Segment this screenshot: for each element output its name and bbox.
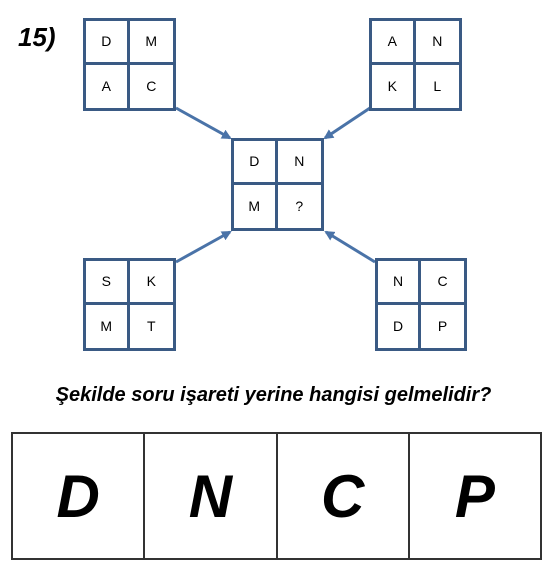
grid-cell: L bbox=[433, 78, 442, 95]
grid-cell: K bbox=[129, 261, 173, 305]
option-n[interactable]: N bbox=[145, 434, 278, 558]
grid-cell: D bbox=[234, 141, 278, 185]
grid-cell: C bbox=[421, 261, 464, 305]
grid-cell: K bbox=[372, 64, 416, 108]
grid-cell: N bbox=[415, 21, 459, 65]
grid-cell: S bbox=[86, 261, 130, 305]
answer-options: D N C P bbox=[11, 432, 542, 560]
grid-cell: M bbox=[129, 21, 173, 65]
grid-bottom-left: S K M T bbox=[83, 258, 176, 351]
grid-cell: M bbox=[86, 304, 130, 348]
option-p[interactable]: P bbox=[454, 462, 495, 530]
grid-cell: A bbox=[86, 64, 130, 108]
grid-cell: N bbox=[277, 141, 321, 185]
grid-center: D N M ? bbox=[231, 138, 324, 231]
grid-cell: N bbox=[378, 261, 421, 305]
arrow-top-right bbox=[323, 106, 371, 140]
question-text: Şekilde soru işareti yerine hangisi gelm… bbox=[55, 384, 492, 406]
arrow-bottom-right bbox=[324, 230, 376, 264]
grid-cell: T bbox=[146, 318, 156, 335]
arrow-bottom-left bbox=[175, 230, 232, 264]
grid-bottom-right: N C D P bbox=[375, 258, 467, 351]
grid-cell: A bbox=[372, 21, 416, 65]
question-number: 15) bbox=[18, 22, 56, 52]
grid-cell: C bbox=[146, 78, 157, 95]
grid-cell: D bbox=[86, 21, 130, 65]
arrow-top-left bbox=[175, 106, 232, 140]
grid-cell: D bbox=[378, 304, 421, 348]
option-c[interactable]: C bbox=[278, 434, 410, 558]
grid-cell-question-mark: ? bbox=[295, 198, 304, 215]
grid-cell: M bbox=[234, 184, 278, 228]
grid-top-left: D M A C bbox=[83, 18, 176, 111]
option-d[interactable]: D bbox=[13, 434, 146, 558]
grid-cell: P bbox=[437, 318, 448, 335]
grid-top-right: A N K L bbox=[369, 18, 462, 111]
